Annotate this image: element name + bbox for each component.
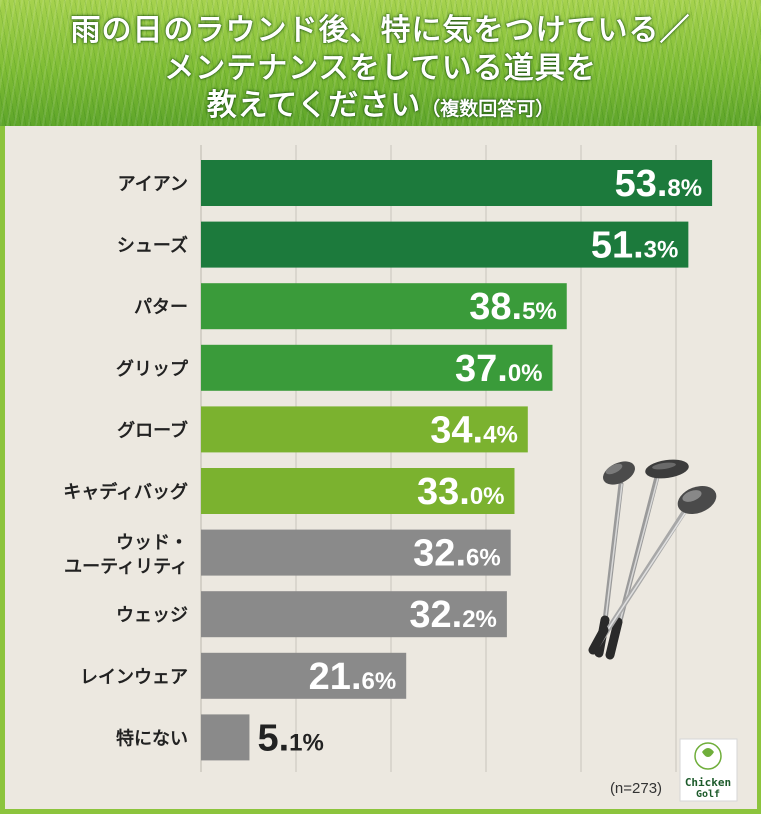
logo-text-line-1: Chicken (685, 776, 731, 789)
bars (201, 160, 713, 761)
bar-0 (201, 160, 713, 206)
bar-9 (201, 714, 250, 761)
category-labels: アイアンシューズパターグリップグローブキャディバッグウッド・ユーティリティウェッ… (63, 174, 189, 748)
sample-size-note: (n=273) (610, 780, 662, 797)
club-head-2-shine (652, 462, 676, 470)
title-line-3: 教えてください（複数回答可） (0, 88, 761, 127)
grass-header: 雨の日のラウンド後、特に気をつけている／ メンテナンスをしている道具を 教えてく… (0, 0, 761, 126)
value-label: 5.1% (257, 717, 323, 759)
category-label: ユーティリティ (64, 557, 188, 577)
category-label: グローブ (117, 419, 188, 440)
value-labels: 53.8% 51.3% 38.5% 37.0% 34.4% 33.0% 32.6% 32.2%… (257, 163, 702, 759)
value-label: 51.3% (591, 225, 679, 267)
club-shaft-1-highlight (603, 483, 623, 633)
category-label: ウェッジ (116, 605, 188, 625)
bar-8 (201, 652, 407, 699)
logo-text-line-2: Golf (696, 789, 720, 800)
bar-6 (201, 529, 511, 576)
club-shaft-3-highlight (600, 506, 690, 641)
bar-5 (201, 468, 515, 514)
title-line-3-sub: （複数回答可） (421, 98, 555, 120)
category-label: レインウェア (80, 667, 188, 687)
club-head-3-shine (682, 490, 702, 502)
title-line-3-main: 教えてください (206, 88, 422, 123)
golf-clubs-illustration (588, 459, 717, 660)
chicken-golf-logo: Chicken Golf (679, 738, 738, 802)
category-label: パター (134, 297, 188, 317)
category-label: 特にない (116, 727, 188, 748)
value-label: 32.6% (413, 533, 501, 575)
title-line-2: メンテナンスをしている道具を (164, 51, 597, 86)
bar-4 (201, 406, 528, 453)
club-head-1-shine (605, 463, 623, 475)
value-label: 53.8% (615, 163, 703, 205)
value-label: 38.5% (469, 286, 557, 328)
value-label: 32.2% (409, 594, 497, 636)
value-label: 21.6% (309, 656, 397, 698)
bar-7 (201, 591, 507, 638)
bar-3 (201, 344, 553, 391)
club-head-2 (645, 459, 689, 479)
category-label: アイアン (118, 174, 188, 194)
value-label: 33.0% (417, 471, 505, 513)
category-label: グリップ (116, 358, 189, 379)
value-label: 37.0% (455, 348, 543, 390)
category-label: キャディバッグ (63, 481, 188, 502)
title-line-1: 雨の日のラウンド後、特に気をつけている／ (70, 13, 691, 48)
bar-1 (201, 221, 689, 268)
club-grip-2 (605, 617, 623, 660)
bar-2 (201, 283, 567, 330)
category-label: ウッド・ (116, 533, 188, 553)
category-label: シューズ (117, 235, 188, 256)
value-label: 34.4% (430, 409, 518, 451)
club-grip-3 (588, 625, 609, 655)
